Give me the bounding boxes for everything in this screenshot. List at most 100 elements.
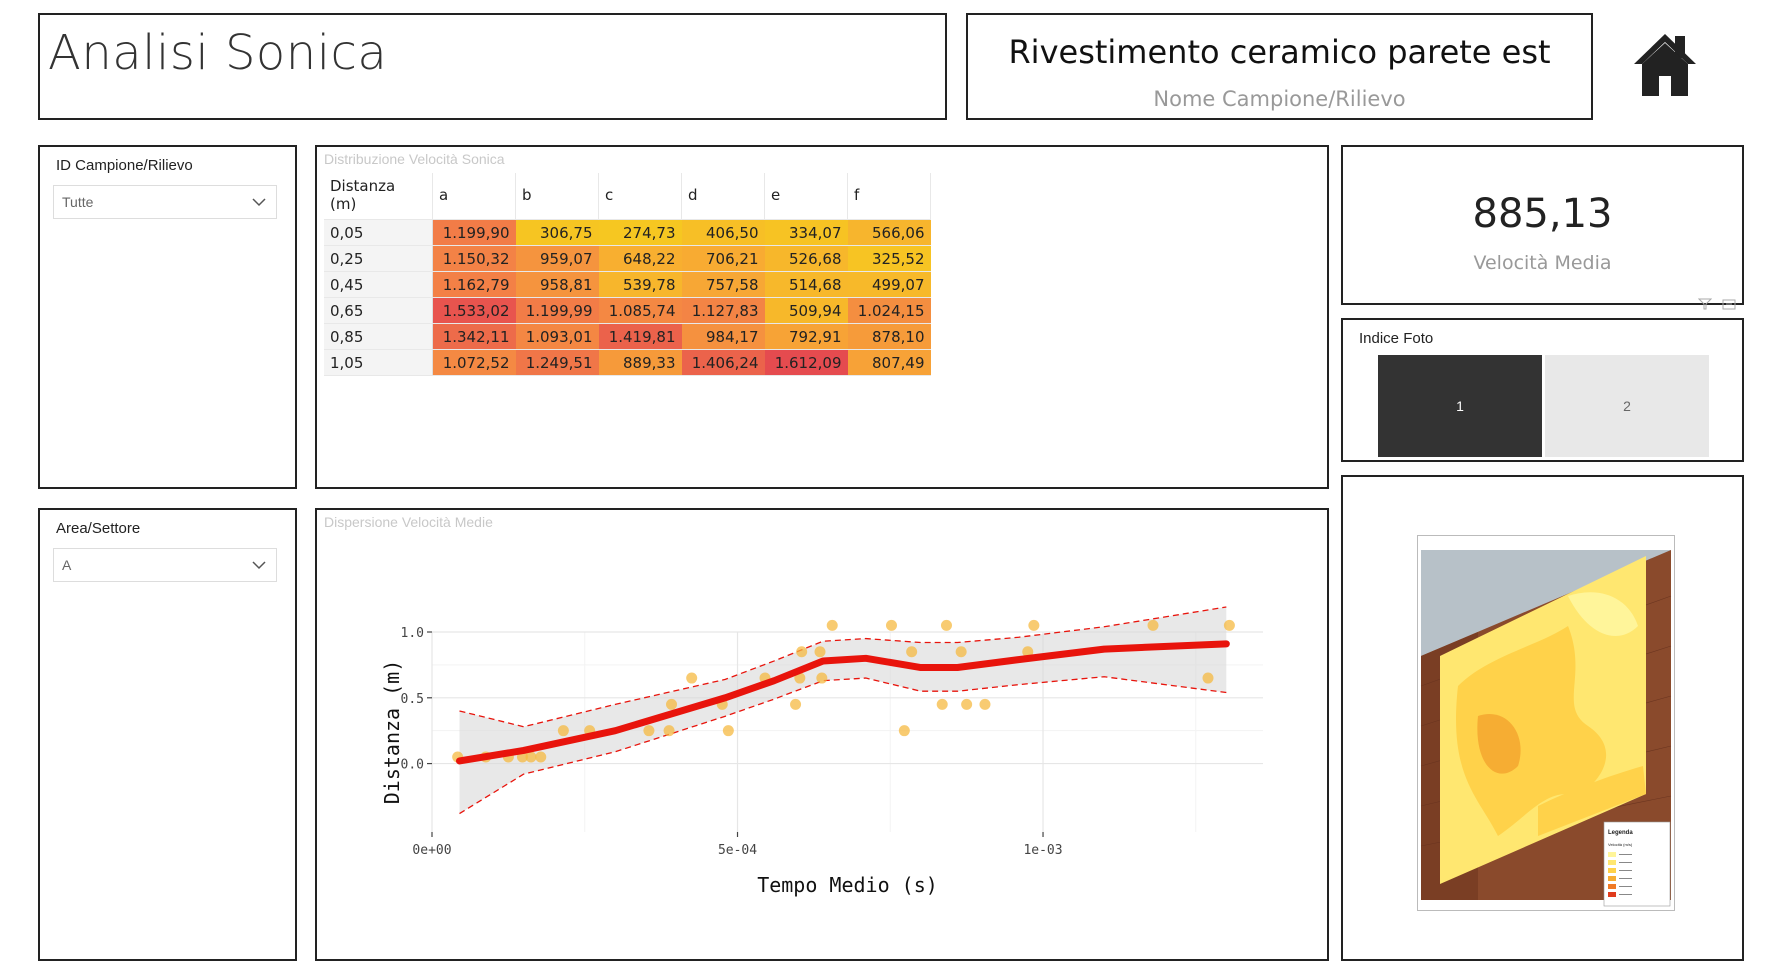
column-header-f[interactable]: f bbox=[847, 173, 931, 220]
home-icon[interactable] bbox=[1632, 30, 1698, 100]
x-axis-label: Tempo Medio (s) bbox=[757, 873, 938, 897]
data-point bbox=[535, 751, 547, 763]
column-header-a[interactable]: a bbox=[432, 173, 516, 220]
id-slicer: ID Campione/Rilievo Tutte bbox=[38, 145, 297, 489]
table-cell: 566,06 bbox=[847, 219, 931, 246]
table-cell: 539,78 bbox=[598, 271, 682, 298]
table-cell: 706,21 bbox=[681, 245, 765, 272]
table-cell: 274,73 bbox=[598, 219, 682, 246]
table-cell: 807,49 bbox=[847, 349, 931, 376]
data-point bbox=[936, 698, 948, 710]
data-point bbox=[794, 672, 806, 684]
data-point bbox=[790, 698, 802, 710]
matrix-title: Distribuzione Velocità Sonica bbox=[324, 151, 505, 167]
photo-button-2[interactable]: 2 bbox=[1545, 355, 1709, 457]
data-point bbox=[814, 646, 826, 658]
data-point bbox=[940, 619, 952, 631]
area-dropdown[interactable]: A bbox=[53, 548, 277, 582]
data-point bbox=[722, 725, 734, 737]
x-tick-label: 5e-04 bbox=[718, 843, 757, 858]
table-cell: 1.199,99 bbox=[515, 297, 599, 324]
chevron-down-icon bbox=[252, 561, 266, 570]
lower-bound-line bbox=[459, 676, 1227, 815]
data-point bbox=[1028, 619, 1040, 631]
data-point bbox=[1223, 619, 1235, 631]
table-cell: 1.127,83 bbox=[681, 297, 765, 324]
row-label: 0,85 bbox=[324, 323, 433, 350]
table-row: 0,25 1.150,32 959,07 648,22 706,21 526,68 325,… bbox=[324, 245, 931, 272]
data-point bbox=[979, 698, 991, 710]
table-cell: 334,07 bbox=[764, 219, 848, 246]
photo-legend-title: Legenda bbox=[1608, 830, 1633, 836]
table-cell: 406,50 bbox=[681, 219, 765, 246]
id-slicer-label: ID Campione/Rilievo bbox=[56, 157, 193, 174]
photo-button-1[interactable]: 1 bbox=[1378, 355, 1542, 457]
row-label: 0,45 bbox=[324, 271, 433, 298]
data-point bbox=[906, 646, 918, 658]
filter-icon[interactable] bbox=[1698, 298, 1712, 310]
row-label: 1,05 bbox=[324, 349, 433, 376]
row-label: 0,65 bbox=[324, 297, 433, 324]
table-row: 0,45 1.162,79 958,81 539,78 757,58 514,68 499,… bbox=[324, 271, 931, 298]
area-slicer: Area/Settore A bbox=[38, 508, 297, 961]
data-point bbox=[1022, 646, 1034, 658]
app-title-card: Analisi Sonica bbox=[38, 13, 947, 120]
table-cell: 526,68 bbox=[764, 245, 848, 272]
table-row: 0,65 1.533,02 1.199,99 1.085,74 1.127,83 509,… bbox=[324, 297, 931, 324]
data-point bbox=[557, 725, 569, 737]
row-label: 0,25 bbox=[324, 245, 433, 272]
scatter-chart: 0e+00 5e-04 1e-03 0.0 0.5 1.0 Tempo Medio (s) D… bbox=[380, 606, 1263, 897]
kpi-label: Velocità Media bbox=[1473, 252, 1612, 274]
y-axis-label: Distanza (m) bbox=[380, 660, 404, 805]
table-cell: 959,07 bbox=[515, 245, 599, 272]
chart-title: Dispersione Velocità Medie bbox=[324, 514, 493, 530]
table-cell: 889,33 bbox=[598, 349, 682, 376]
column-header-d[interactable]: d bbox=[681, 173, 765, 220]
table-cell: 1.093,01 bbox=[515, 323, 599, 350]
data-point bbox=[898, 725, 910, 737]
table-row: 1,05 1.072,52 1.249,51 889,33 1.406,24 1.612,… bbox=[324, 349, 931, 376]
legend-swatch bbox=[1608, 876, 1616, 881]
data-point bbox=[955, 646, 967, 658]
legend-swatch bbox=[1608, 852, 1616, 857]
column-header-c[interactable]: c bbox=[598, 173, 682, 220]
column-header-b[interactable]: b bbox=[515, 173, 599, 220]
legend-swatch bbox=[1608, 884, 1616, 889]
data-point bbox=[1147, 619, 1159, 631]
row-header: Distanza (m) bbox=[324, 173, 433, 220]
focus-mode-icon[interactable] bbox=[1722, 298, 1736, 310]
table-cell: 648,22 bbox=[598, 245, 682, 272]
table-row: 0,85 1.342,11 1.093,01 1.419,81 984,17 792,91… bbox=[324, 323, 931, 350]
app-title: Analisi Sonica bbox=[48, 25, 388, 81]
y-tick-label: 0.0 bbox=[401, 758, 424, 773]
data-point bbox=[666, 698, 678, 710]
data-point bbox=[816, 672, 828, 684]
table-cell: 792,91 bbox=[764, 323, 848, 350]
confidence-band bbox=[459, 607, 1227, 814]
area-slicer-label: Area/Settore bbox=[56, 520, 141, 537]
velocity-matrix-card: Distribuzione Velocità Sonica Distanza (… bbox=[315, 145, 1329, 489]
data-point bbox=[826, 619, 838, 631]
table-cell: 878,10 bbox=[847, 323, 931, 350]
kpi-value: 885,13 bbox=[1472, 191, 1613, 237]
kpi-card: 885,13 Velocità Media bbox=[1341, 145, 1744, 305]
table-cell: 499,07 bbox=[847, 271, 931, 298]
table-cell: 1.249,51 bbox=[515, 349, 599, 376]
scatter-chart-card: Dispersione Velocità Medie 0e+00 5e-04 1e-… bbox=[315, 508, 1329, 961]
legend-swatch bbox=[1608, 868, 1616, 873]
photo-image: Legenda Velocità (m/s) bbox=[1417, 535, 1675, 911]
table-cell: 1.024,15 bbox=[847, 297, 931, 324]
area-dropdown-value: A bbox=[62, 557, 72, 573]
row-label: 0,05 bbox=[324, 219, 433, 246]
column-header-e[interactable]: e bbox=[764, 173, 848, 220]
id-dropdown[interactable]: Tutte bbox=[53, 185, 277, 219]
data-point bbox=[686, 672, 698, 684]
data-point bbox=[525, 751, 537, 763]
table-cell: 325,52 bbox=[847, 245, 931, 272]
table-cell: 514,68 bbox=[764, 271, 848, 298]
table-cell: 1.150,32 bbox=[432, 245, 516, 272]
table-cell: 1.072,52 bbox=[432, 349, 516, 376]
table-cell: 757,58 bbox=[681, 271, 765, 298]
photo-card: Legenda Velocità (m/s) bbox=[1341, 475, 1744, 961]
chevron-down-icon bbox=[252, 198, 266, 207]
